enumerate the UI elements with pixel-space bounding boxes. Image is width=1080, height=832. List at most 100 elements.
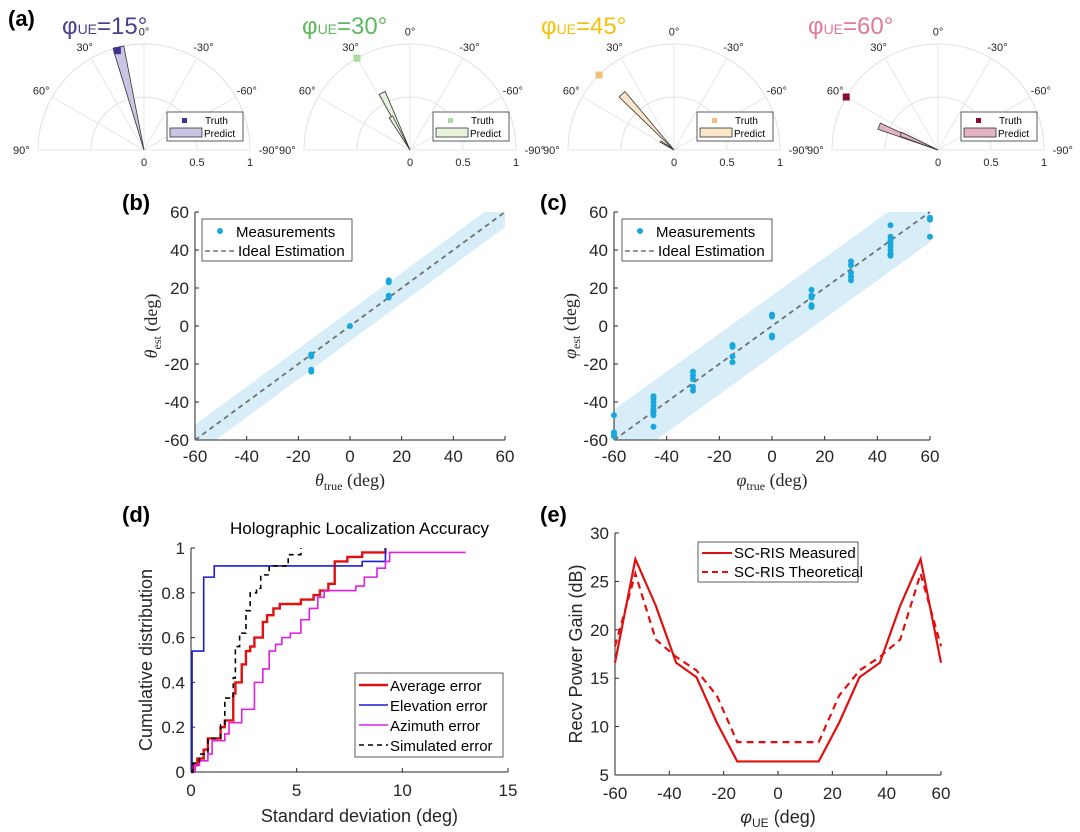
panel-label-b: (b) <box>122 190 150 215</box>
x-tick-label: -20 <box>286 447 311 466</box>
polar-r-tick: 1 <box>777 157 783 169</box>
truth-marker <box>595 71 603 79</box>
legend-label: SC-RIS Theoretical <box>734 564 863 581</box>
measurement-point <box>729 359 736 366</box>
legend-predict-label: Predict <box>734 129 765 140</box>
cdf-line-average-error <box>191 548 387 774</box>
polar-subplot: 0° 30° 60° 90° -30° -60° -90° 0 0.5 1 φUE=60° Truth… <box>807 13 1073 169</box>
panel-label-d: (d) <box>122 502 150 527</box>
y-tick-label: 40 <box>589 241 608 260</box>
polar-grid-spoke <box>317 96 411 151</box>
legend-truth-label: Truth <box>999 116 1022 127</box>
polar-title: φUE=30° <box>302 13 387 40</box>
legend-truth-marker <box>448 118 453 123</box>
polar-r-tick: 1 <box>513 157 519 169</box>
polar-theta-tick: 90° <box>543 145 560 157</box>
legend-truth-marker <box>712 118 717 123</box>
predict-wedge <box>899 131 939 151</box>
panel-a-polar-plots: 0° 30° 60° 90° -30° -60° -90° 0 0.5 1 φUE=15° Truth… <box>13 13 1073 169</box>
polar-title: φUE=15° <box>62 13 147 40</box>
measurement-point <box>611 412 617 419</box>
y-axis-label: θest (deg) <box>141 294 164 359</box>
gain-line-sc-ris-theoretical <box>613 569 943 744</box>
panel-b-theta-scatter: -60-60 -40 -40 -20 -20 0 0 20 20 40 40 60 60 θtrue (d… <box>141 203 514 493</box>
chart-title: Holographic Localization Accuracy <box>230 519 489 538</box>
legend-box <box>621 218 773 262</box>
polar-theta-tick: 60° <box>563 86 580 98</box>
y-tick-label: 20 <box>170 279 189 298</box>
polar-r-tick: 1 <box>1041 157 1047 169</box>
y-axis-label: Cumulative distribution <box>136 569 156 751</box>
ideal-estimation-line <box>613 211 931 441</box>
y-tick-label: -40 <box>164 393 189 412</box>
polar-theta-tick: 0° <box>405 26 416 38</box>
x-tick-label: 15 <box>499 781 518 800</box>
polar-theta-tick: 0° <box>933 26 944 38</box>
cdf-line-simulated-error <box>191 548 302 773</box>
y-tick-label: 0 <box>176 763 185 782</box>
y-tick-label: 0.2 <box>161 718 185 737</box>
y-tick-label: 40 <box>170 241 189 260</box>
truth-marker <box>113 47 121 55</box>
y-tick-label: -60 <box>583 431 608 450</box>
measurement-point <box>385 292 392 299</box>
legend-predict-label: Predict <box>204 129 235 140</box>
polar-subplot: 0° 30° 60° 90° -30° -60° -90° 0 0.5 1 φUE=45° Truth… <box>541 13 809 169</box>
polar-grid-spoke <box>673 57 728 151</box>
measurement-point <box>808 286 815 293</box>
measurement-point <box>769 311 775 318</box>
measurement-point <box>927 233 933 240</box>
measurement-point <box>690 376 696 383</box>
x-tick-label: -60 <box>603 784 628 803</box>
truth-marker <box>842 93 850 101</box>
legend-ideal-label: Ideal Estimation <box>658 243 765 260</box>
legend-truth-label: Truth <box>205 116 228 127</box>
polar-theta-tick: -90° <box>259 145 279 157</box>
cdf-line-elevation-error <box>191 548 387 773</box>
polar-theta-tick: -30° <box>459 42 479 54</box>
predict-wedge <box>388 115 411 151</box>
polar-grid-spoke <box>937 57 992 151</box>
polar-theta-tick: -60° <box>237 86 257 98</box>
x-tick-label: 10 <box>393 781 412 800</box>
measurement-point <box>808 292 815 299</box>
measurement-point <box>848 269 854 276</box>
polar-theta-tick: 90° <box>279 145 296 157</box>
panel-c-phi-scatter: -60-60 -40 -40 -20 -20 0 0 20 20 40 40 60 60 φtrue (d… <box>560 203 939 493</box>
x-tick-label: 0 <box>767 447 776 466</box>
legend-label: Elevation error <box>390 698 488 715</box>
legend-truth-label: Truth <box>471 116 494 127</box>
polar-theta-tick: 30° <box>342 42 359 54</box>
legend-box <box>201 218 353 262</box>
y-tick-label: -60 <box>164 431 189 450</box>
polar-title: φUE=45° <box>541 13 626 40</box>
measurement-point <box>769 334 775 341</box>
y-tick-label: 0.8 <box>161 584 185 603</box>
polar-theta-tick: 60° <box>299 86 316 98</box>
measurement-point <box>385 277 392 284</box>
y-tick-label: 30 <box>590 524 609 543</box>
legend-box <box>697 541 859 583</box>
x-tick-label: -20 <box>707 447 732 466</box>
legend-truth-label: Truth <box>735 116 758 127</box>
polar-theta-tick: -30° <box>987 42 1007 54</box>
polar-theta-tick: 90° <box>807 145 824 157</box>
measurement-point <box>927 214 933 221</box>
legend-predict-swatch <box>169 127 203 138</box>
panel-label-e: (e) <box>540 502 567 527</box>
polar-theta-tick: 90° <box>13 145 30 157</box>
measurement-point <box>808 302 815 309</box>
x-tick-label: 20 <box>392 447 411 466</box>
x-tick-label: -40 <box>657 784 682 803</box>
x-axis-label: φUE (deg) <box>740 807 815 830</box>
x-axis-label: θtrue (deg) <box>315 470 385 493</box>
panel-label-c: (c) <box>540 190 567 215</box>
x-tick-label: -60 <box>602 447 627 466</box>
polar-theta-tick: 30° <box>870 42 887 54</box>
x-tick-label: 60 <box>496 447 515 466</box>
legend-truth-marker <box>976 118 981 123</box>
polar-r-tick: 0 <box>407 157 413 169</box>
x-tick-label: 20 <box>815 447 834 466</box>
x-tick-label: 60 <box>921 447 940 466</box>
